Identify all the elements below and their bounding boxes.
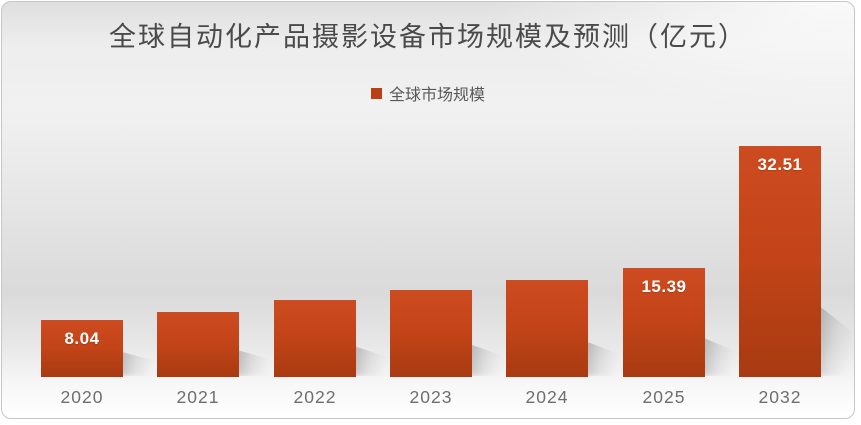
legend-swatch-icon <box>370 87 382 99</box>
bar-value-label-2032: 32.51 <box>757 155 803 174</box>
x-axis-label-2032: 2032 <box>758 387 802 407</box>
bar-2032: 32.51 <box>739 146 821 377</box>
x-axis-label-2025: 2025 <box>642 387 686 407</box>
chart-card: 全球自动化产品摄影设备市场规模及预测（亿元） 全球市场规模 8.04 15.39 3… <box>1 1 855 419</box>
chart-title: 全球自动化产品摄影设备市场规模及预测（亿元） <box>109 22 747 53</box>
bar-2020: 8.04 <box>41 320 123 377</box>
bar-2022 <box>274 300 356 377</box>
bar-2024 <box>506 280 588 377</box>
x-axis-label-2020: 2020 <box>60 387 104 407</box>
x-axis-label-2021: 2021 <box>176 387 220 407</box>
bar-2023 <box>390 290 472 377</box>
legend: 全球市场规模 <box>2 81 854 105</box>
plot-area: 8.04 15.39 32.51 <box>2 2 854 377</box>
legend-label: 全球市场规模 <box>388 85 485 104</box>
x-axis-label-2023: 2023 <box>409 387 453 407</box>
bar-2025: 15.39 <box>623 268 705 377</box>
bar-value-label-2020: 8.04 <box>64 329 100 348</box>
bar-value-label-2025: 15.39 <box>641 277 687 296</box>
bar-2021 <box>157 312 239 377</box>
x-axis-label-2024: 2024 <box>525 387 569 407</box>
x-axis-label-2022: 2022 <box>293 387 337 407</box>
